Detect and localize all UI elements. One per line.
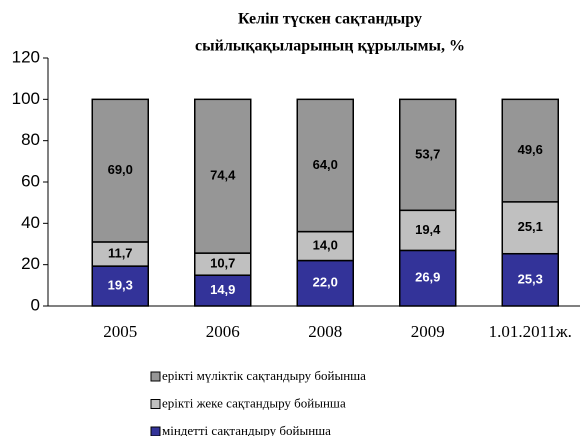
data-label: 49,6 xyxy=(518,142,543,157)
bar-segment xyxy=(399,98,457,212)
data-label: 14,9 xyxy=(210,282,235,297)
x-tick-label: 2008 xyxy=(308,322,342,341)
data-label: 19,4 xyxy=(415,222,441,237)
y-tick-label: 120 xyxy=(12,47,40,66)
chart-title: сыйлықақыларының құрылымы, % xyxy=(195,38,465,55)
data-label: 64,0 xyxy=(313,157,338,172)
data-label: 11,7 xyxy=(108,245,133,260)
y-tick-label: 80 xyxy=(21,130,40,149)
data-label: 25,3 xyxy=(518,271,543,286)
legend-label: міндетті сақтандыру бойынша xyxy=(162,423,331,436)
bar-segment xyxy=(194,98,252,254)
x-tick-label: 1.01.2011ж. xyxy=(489,322,572,341)
data-label: 53,7 xyxy=(415,146,440,161)
bar-segment xyxy=(296,259,354,307)
y-tick-label: 0 xyxy=(31,295,40,314)
data-label: 14,0 xyxy=(313,238,338,253)
bar-segment xyxy=(399,209,457,252)
data-label: 69,0 xyxy=(108,162,133,177)
bar-segment xyxy=(501,201,559,255)
legend-swatch xyxy=(150,399,161,409)
legend-label: ерікті жеке сақтандыру бойынша xyxy=(162,395,346,410)
bar-segment xyxy=(501,98,559,203)
bar-segment xyxy=(194,274,252,307)
data-label: 74,4 xyxy=(210,168,236,183)
y-tick-label: 60 xyxy=(21,171,40,190)
legend-swatch xyxy=(150,371,161,382)
data-label: 19,3 xyxy=(108,277,133,292)
legend-label: ерікті мүліктік сақтандыру бойынша xyxy=(162,368,366,383)
chart-title: Келіп түскен сақтандыру xyxy=(238,11,422,28)
y-tick-label: 100 xyxy=(12,89,40,108)
x-tick-label: 2005 xyxy=(103,322,137,341)
data-label: 26,9 xyxy=(415,270,440,285)
bar-segment xyxy=(501,252,559,307)
bar-segment xyxy=(296,230,354,262)
bar-segment xyxy=(296,98,354,233)
legend-swatch xyxy=(150,426,161,436)
bar-segment xyxy=(91,241,149,267)
y-tick-label: 20 xyxy=(21,254,40,273)
bar-segment xyxy=(91,98,149,243)
data-label: 10,7 xyxy=(210,256,235,271)
data-label: 25,1 xyxy=(518,219,543,234)
x-tick-label: 2006 xyxy=(206,322,240,341)
x-tick-label: 2009 xyxy=(411,322,445,341)
data-label: 22,0 xyxy=(313,275,338,290)
y-tick-label: 40 xyxy=(21,213,40,232)
